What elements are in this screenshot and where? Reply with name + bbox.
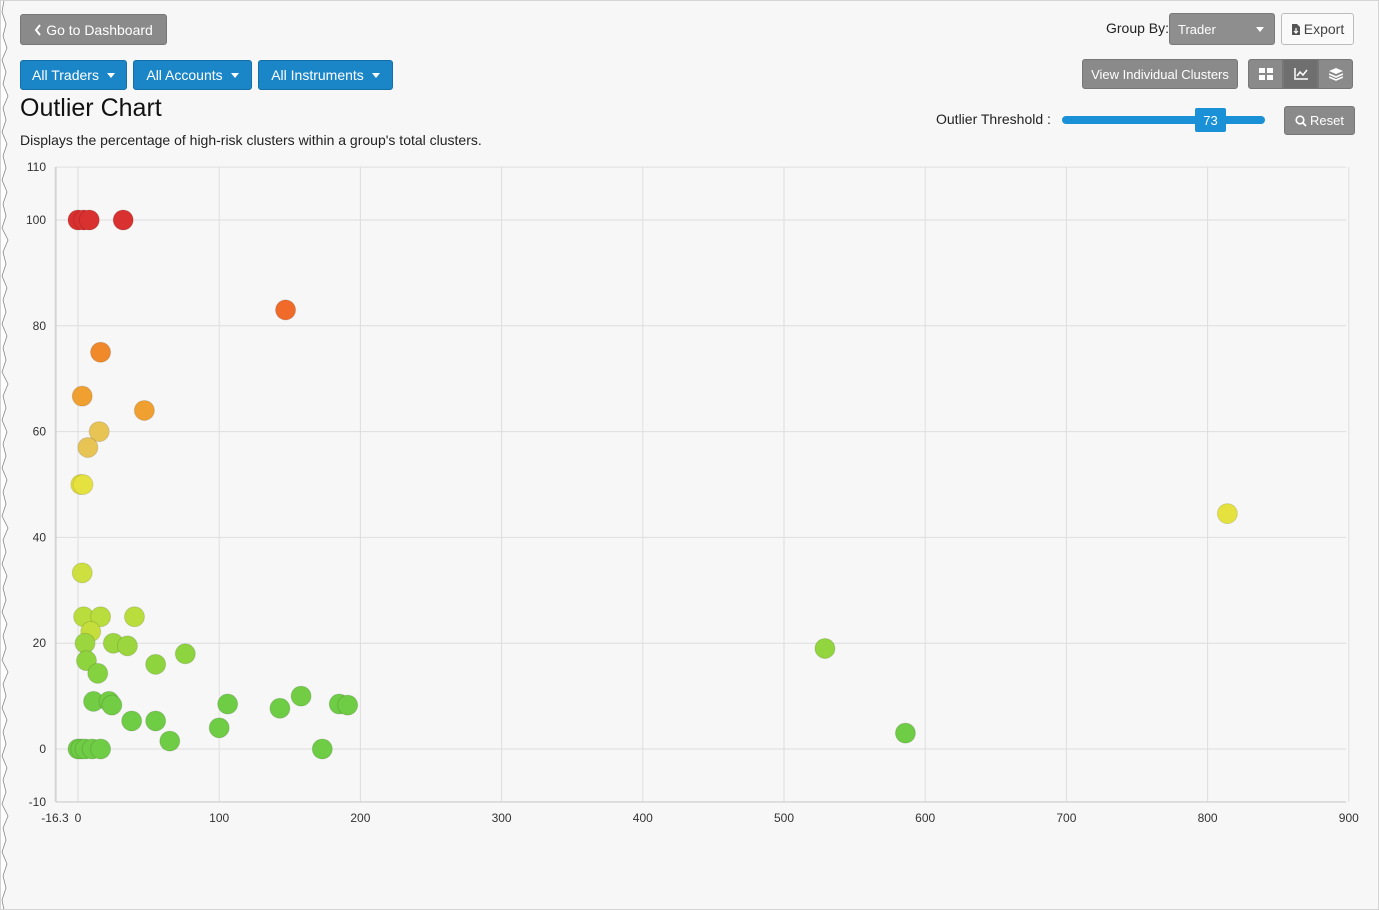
outlier-threshold-handle[interactable]: 73: [1195, 108, 1226, 132]
magnifier-icon: [1295, 114, 1307, 127]
data-point: [71, 562, 93, 584]
data-point: [311, 738, 333, 760]
data-point: [174, 643, 196, 665]
page-title: Outlier Chart: [20, 94, 162, 122]
y-tick-label: 20: [33, 636, 47, 650]
data-point: [72, 474, 94, 495]
accounts-filter-dropdown[interactable]: All Accounts: [133, 60, 252, 90]
traders-filter-label: All Traders: [32, 67, 99, 83]
data-point: [87, 662, 109, 684]
outlier-threshold-slider[interactable]: [1062, 116, 1265, 124]
x-tick-label: -16.3: [41, 811, 69, 825]
chevron-down-icon: [371, 72, 380, 78]
data-point: [145, 653, 167, 675]
x-tick-label: 200: [350, 811, 370, 825]
group-by-select[interactable]: Trader: [1169, 13, 1275, 45]
back-button-label: Go to Dashboard: [46, 21, 153, 38]
x-tick-label: 400: [633, 811, 653, 825]
page-subtitle: Displays the percentage of high-risk clu…: [20, 132, 482, 148]
view-toggle-group: [1248, 59, 1353, 89]
data-point: [337, 694, 359, 716]
outlier-threshold-value: 73: [1203, 112, 1218, 128]
data-point: [74, 632, 96, 654]
data-point: [116, 635, 138, 657]
data-point: [290, 685, 312, 707]
x-tick-label: 300: [492, 811, 512, 825]
y-tick-label: 110: [27, 160, 46, 174]
layers-view-button[interactable]: [1318, 59, 1353, 89]
group-by-value: Trader: [1178, 21, 1216, 37]
x-tick-label: 900: [1339, 811, 1359, 825]
x-tick-label: 100: [209, 811, 229, 825]
go-to-dashboard-button[interactable]: Go to Dashboard: [20, 14, 167, 45]
x-tick-label: 0: [75, 811, 82, 825]
outlier-threshold-label: Outlier Threshold :: [936, 111, 1051, 127]
data-point: [90, 341, 112, 363]
data-point: [133, 399, 155, 421]
data-point: [90, 606, 112, 628]
y-tick-label: -10: [29, 795, 47, 809]
data-point: [123, 606, 145, 628]
chevron-down-icon: [106, 72, 115, 78]
y-tick-label: 80: [33, 319, 47, 333]
x-tick-label: 600: [915, 811, 935, 825]
data-point: [208, 717, 230, 739]
layers-icon: [1328, 67, 1343, 81]
data-point: [275, 299, 297, 321]
data-point: [77, 436, 99, 458]
plot-area: [56, 167, 1346, 802]
view-individual-clusters-button[interactable]: View Individual Clusters: [1082, 59, 1238, 89]
x-tick-label: 800: [1198, 811, 1218, 825]
instruments-filter-dropdown[interactable]: All Instruments: [258, 60, 393, 90]
y-tick-label: 40: [33, 530, 47, 544]
data-point: [159, 730, 181, 752]
chart-view-button[interactable]: [1283, 59, 1318, 89]
data-point: [101, 694, 123, 716]
reset-label: Reset: [1310, 113, 1344, 128]
data-point: [145, 710, 167, 732]
group-by-label: Group By:: [1106, 20, 1170, 36]
data-point: [71, 385, 93, 407]
data-point: [78, 209, 100, 231]
grid-view-icon: [1258, 68, 1273, 80]
data-point: [1216, 503, 1238, 525]
data-point: [121, 710, 143, 732]
y-tick-label: 60: [33, 425, 47, 439]
accounts-filter-label: All Accounts: [146, 67, 223, 83]
data-point: [90, 738, 112, 760]
data-point: [112, 209, 134, 231]
export-label: Export: [1303, 21, 1345, 37]
x-tick-label: 500: [774, 811, 794, 825]
x-tick-label: 700: [1056, 811, 1076, 825]
file-export-icon: [1291, 23, 1301, 36]
reset-button[interactable]: Reset: [1284, 106, 1355, 135]
y-tick-label: 100: [26, 213, 46, 227]
y-tick-label: 0: [39, 742, 46, 756]
traders-filter-dropdown[interactable]: All Traders: [20, 60, 127, 90]
chevron-left-icon: [34, 23, 42, 36]
torn-edge-decoration: [0, 0, 9, 910]
export-button[interactable]: Export: [1281, 13, 1354, 45]
chevron-down-icon: [1256, 27, 1264, 32]
data-point: [88, 421, 110, 443]
data-point: [894, 722, 916, 744]
data-point: [269, 697, 291, 719]
view-clusters-label: View Individual Clusters: [1091, 66, 1229, 82]
data-point: [217, 693, 239, 715]
grid-view-button[interactable]: [1248, 59, 1283, 89]
chevron-down-icon: [230, 72, 239, 78]
data-point: [814, 637, 836, 659]
instruments-filter-label: All Instruments: [271, 67, 364, 83]
line-chart-icon: [1293, 68, 1308, 80]
